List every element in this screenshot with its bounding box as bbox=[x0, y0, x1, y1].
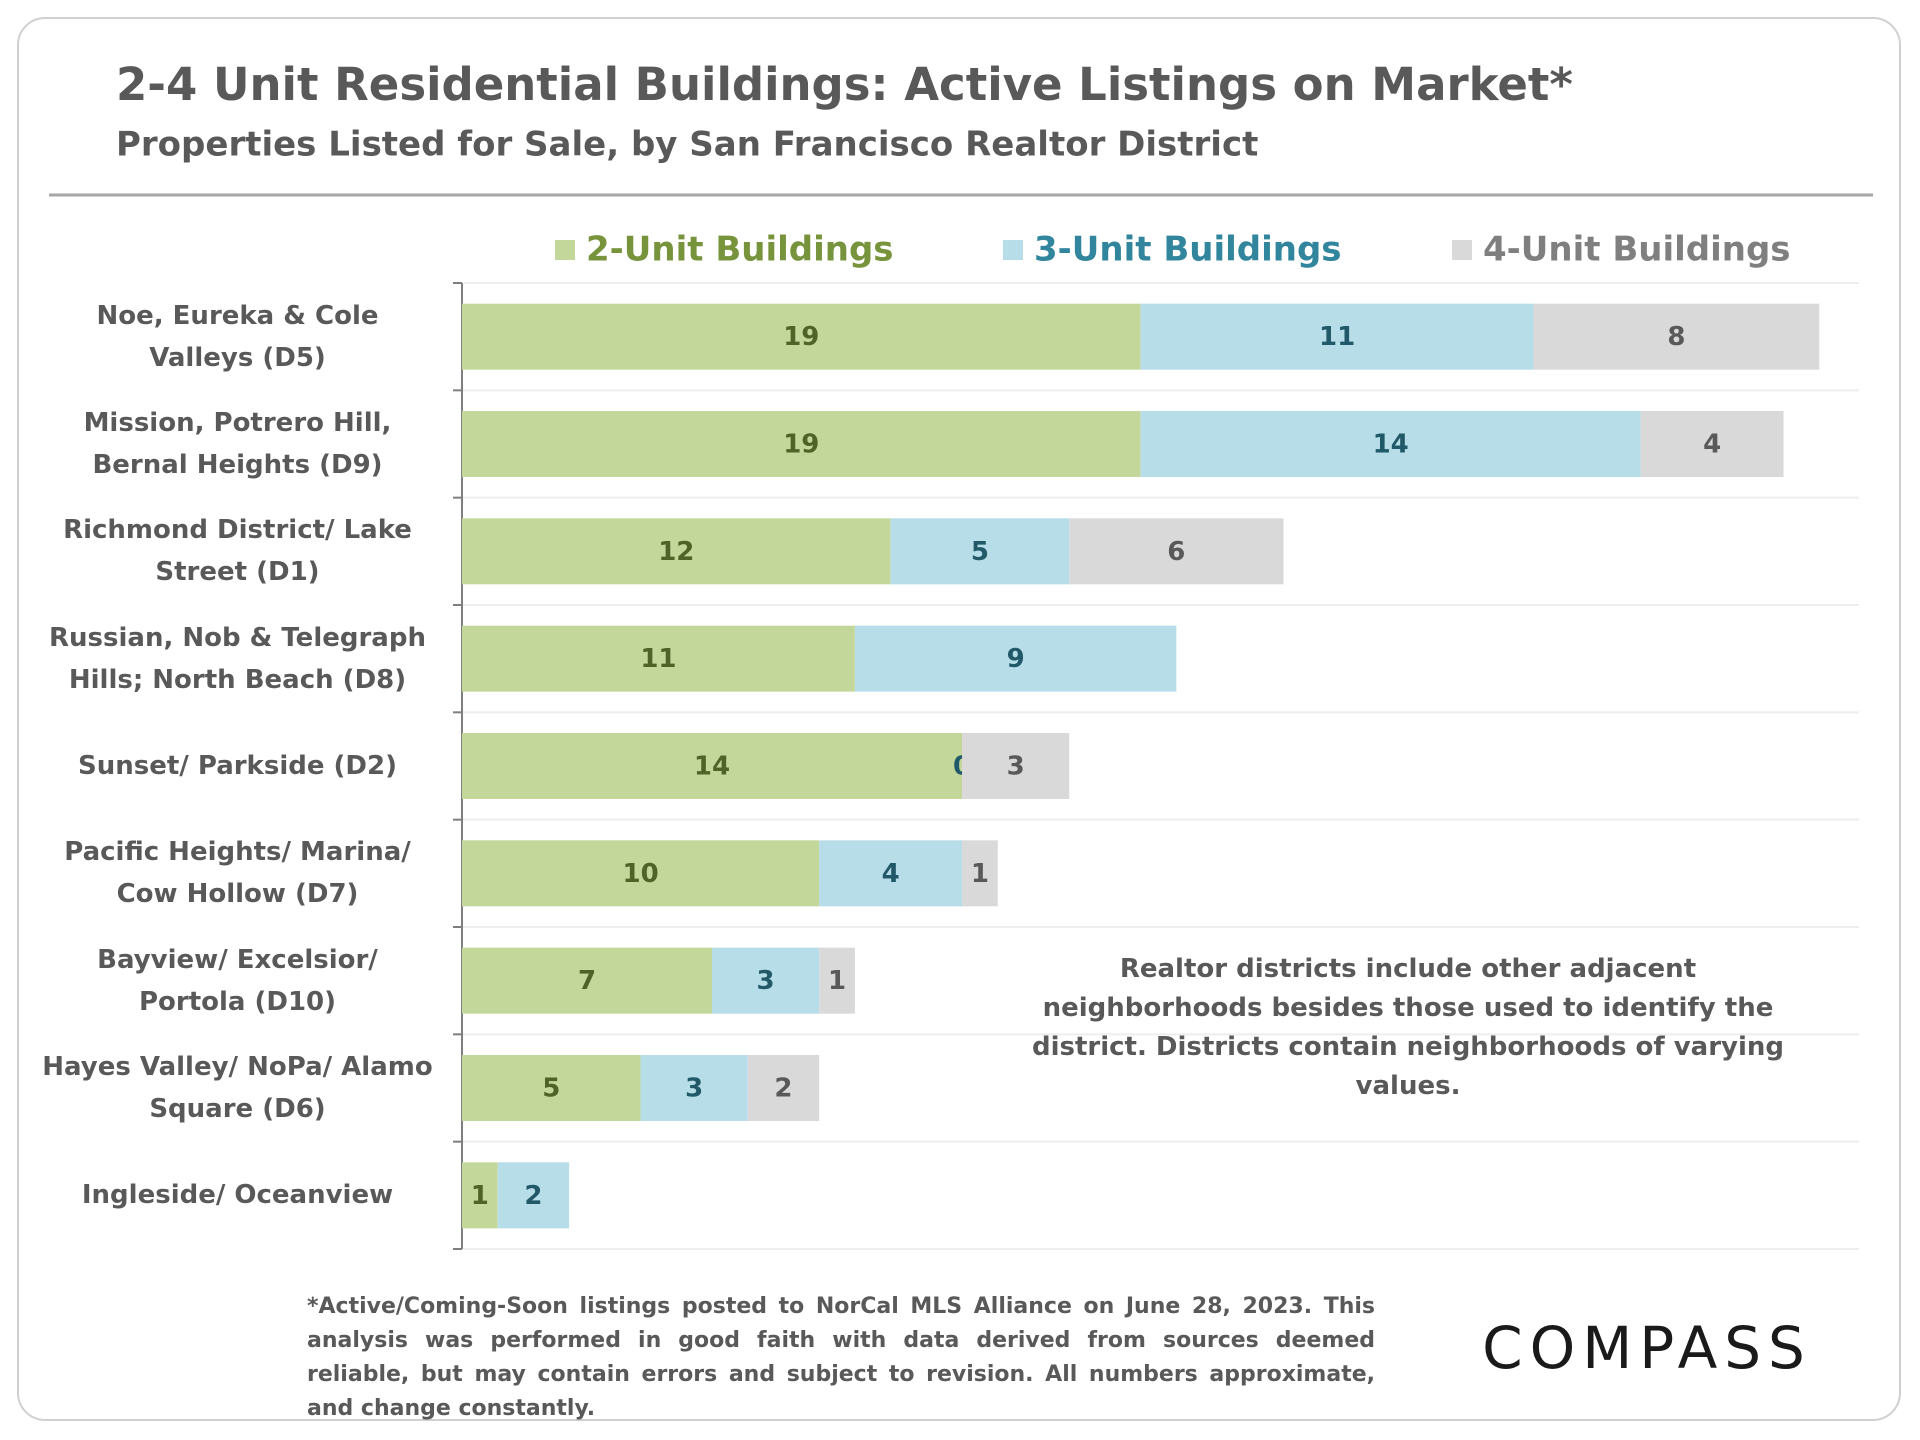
category-label: Sunset/ Parkside (D2) bbox=[78, 751, 397, 781]
data-label: 4 bbox=[1703, 430, 1721, 460]
bar-segment bbox=[462, 303, 1141, 370]
bar-segment bbox=[819, 840, 963, 907]
category-label: Russian, Nob & Telegraph Hills; North Be… bbox=[49, 622, 426, 695]
data-label: 19 bbox=[783, 322, 819, 352]
data-label: 3 bbox=[757, 966, 775, 996]
legend-swatch bbox=[1452, 240, 1472, 260]
category-label: Richmond District/ Lake Street (D1) bbox=[63, 515, 412, 588]
bar-segment bbox=[712, 947, 820, 1014]
category-label: Ingleside/ Oceanview bbox=[81, 1180, 394, 1211]
bar-segment bbox=[819, 947, 855, 1014]
data-label: 2 bbox=[524, 1181, 542, 1211]
legend-label: 4-Unit Buildings bbox=[1483, 230, 1791, 270]
category-label: Pacific Heights/ Marina/ Cow Hollow (D7) bbox=[64, 837, 411, 910]
bar-segment bbox=[462, 411, 1141, 477]
bar-segment bbox=[1069, 518, 1284, 585]
bar-segment bbox=[890, 518, 1070, 585]
data-label: 14 bbox=[1373, 430, 1409, 460]
bar-segment bbox=[1140, 303, 1534, 370]
data-label: 11 bbox=[640, 644, 676, 674]
data-label: 11 bbox=[1319, 322, 1355, 352]
data-label: 12 bbox=[658, 537, 694, 567]
chart-subtitle: Properties Listed for Sale, by San Franc… bbox=[116, 125, 1258, 165]
category-label: Bayview/ Excelsior/ Portola (D10) bbox=[97, 944, 378, 1017]
data-label: 10 bbox=[622, 859, 658, 889]
data-label: 2 bbox=[774, 1074, 792, 1104]
bar-segment bbox=[962, 840, 998, 907]
bar-segment bbox=[462, 625, 855, 692]
bar-segment bbox=[462, 1055, 641, 1121]
bar-segment bbox=[854, 625, 1177, 692]
category-label: Hayes Valley/ NoPa/ Alamo Square (D6) bbox=[42, 1052, 433, 1124]
bar-segment bbox=[462, 1162, 498, 1229]
bar-segment bbox=[1140, 411, 1641, 477]
data-label: 9 bbox=[1007, 644, 1025, 674]
data-label: 3 bbox=[685, 1074, 703, 1104]
bar-segment bbox=[747, 1055, 820, 1121]
card bbox=[17, 17, 1901, 1421]
bar-segment bbox=[1640, 411, 1784, 477]
data-label: 8 bbox=[1667, 322, 1685, 352]
data-label: 4 bbox=[882, 859, 900, 889]
bar-segment bbox=[1533, 303, 1820, 370]
legend-swatch bbox=[555, 240, 575, 260]
data-label: 1 bbox=[828, 966, 846, 996]
data-label: 7 bbox=[578, 966, 596, 996]
legend-label: 3-Unit Buildings bbox=[1034, 230, 1342, 270]
brand-logo: COMPASS bbox=[1482, 1314, 1812, 1382]
legend-swatch bbox=[1003, 240, 1023, 260]
category-label: Mission, Potrero Hill, Bernal Heights (D… bbox=[83, 408, 392, 480]
category-label: Noe, Eureka & Cole Valleys (D5) bbox=[96, 300, 379, 373]
data-label: 19 bbox=[783, 430, 819, 460]
bar-segment bbox=[962, 733, 1070, 799]
data-label: 1 bbox=[471, 1181, 489, 1211]
chart-title: 2-4 Unit Residential Buildings: Active L… bbox=[116, 58, 1573, 111]
legend-label: 2-Unit Buildings bbox=[586, 230, 894, 270]
bar-segment bbox=[497, 1162, 570, 1229]
data-label: 1 bbox=[971, 859, 989, 889]
bar-segment bbox=[462, 733, 963, 799]
footnote: *Active/Coming-Soon listings posted to N… bbox=[307, 1294, 1375, 1421]
data-label: 6 bbox=[1167, 537, 1185, 567]
bar-segment bbox=[462, 518, 891, 585]
bar-segment bbox=[640, 1055, 748, 1121]
data-label: 14 bbox=[694, 752, 730, 782]
bar-segment bbox=[462, 840, 820, 907]
bar-segment bbox=[462, 947, 713, 1014]
data-label: 5 bbox=[542, 1074, 560, 1104]
data-label: 3 bbox=[1007, 752, 1025, 782]
note: Realtor districts include other adjacent… bbox=[1031, 954, 1785, 1101]
data-label: 5 bbox=[971, 537, 989, 567]
